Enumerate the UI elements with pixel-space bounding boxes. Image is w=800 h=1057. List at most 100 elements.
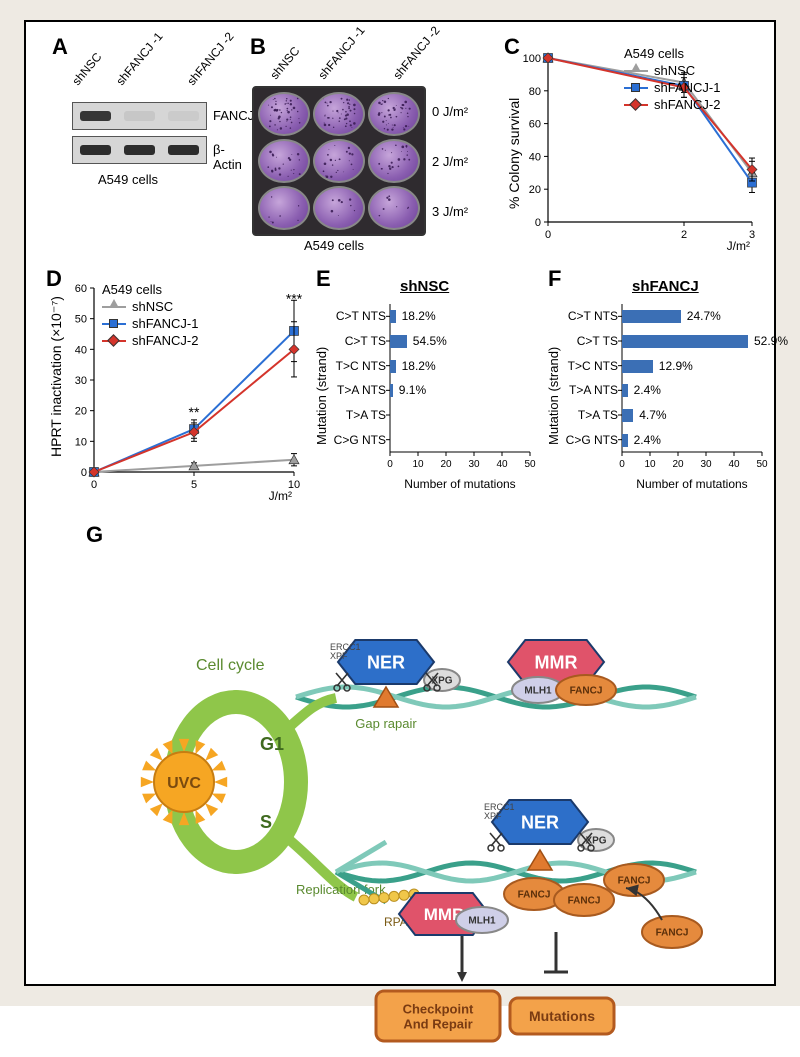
rpa-dot xyxy=(379,893,389,903)
svg-text:5: 5 xyxy=(191,479,197,491)
plate-well xyxy=(368,139,420,183)
svg-text:10: 10 xyxy=(75,436,87,448)
chart-legend: A549 cellsshNSCshFANCJ-1shFANCJ-2 xyxy=(102,282,198,350)
panel-A-lane-labels: shNSC shFANCJ -1 shFANCJ -2 xyxy=(72,32,222,88)
plate-well xyxy=(368,186,420,230)
svg-text:30: 30 xyxy=(75,375,87,387)
mutations-box: Mutations xyxy=(510,998,614,1034)
fancj-top: FANCJ xyxy=(556,675,616,705)
svg-text:FANCJ: FANCJ xyxy=(518,890,551,901)
blot-lane xyxy=(162,103,206,129)
y-axis-label: % Colony survival xyxy=(506,98,522,209)
svg-text:FANCJ: FANCJ xyxy=(568,896,601,907)
rpa-dot xyxy=(389,891,399,901)
panel-E-chart: shNSCMutation (strand)01020304050Number … xyxy=(316,282,536,502)
plate-well xyxy=(313,92,365,136)
dose-label: 0 J/m² xyxy=(432,104,468,119)
blot-band xyxy=(168,111,199,121)
blot-label: β-Actin xyxy=(213,142,242,172)
plate-well xyxy=(258,139,310,183)
blot-band xyxy=(124,145,155,155)
cell-cycle-label: Cell cycle xyxy=(196,657,265,674)
panel-D-chart: 01020304050600510J/m²*****HPRT inactivat… xyxy=(46,282,302,502)
figure-frame: A shNSC shFANCJ -1 shFANCJ -2 FANCJ β-Ac… xyxy=(24,20,776,986)
svg-text:**: ** xyxy=(189,404,200,420)
plate-well xyxy=(368,92,420,136)
dose-label: 3 J/m² xyxy=(432,204,468,219)
svg-text:J/m²: J/m² xyxy=(727,239,750,252)
panel-B-caption: A549 cells xyxy=(304,238,364,253)
plate-well xyxy=(313,186,365,230)
svg-text:80: 80 xyxy=(529,86,541,98)
branch-g1 xyxy=(286,698,336,730)
chart-legend: A549 cellsshNSCshFANCJ-1shFANCJ-2 xyxy=(624,46,720,114)
uvc-sun: UVC xyxy=(141,739,227,825)
svg-text:XPF: XPF xyxy=(330,651,348,661)
panel-A-caption: A549 cells xyxy=(98,172,158,187)
checkpoint-box: CheckpointAnd Repair xyxy=(376,991,500,1041)
svg-text:G1: G1 xyxy=(260,734,284,754)
rpa-dot xyxy=(369,894,379,904)
svg-text:J/m²: J/m² xyxy=(269,489,292,502)
svg-text:40: 40 xyxy=(75,344,87,356)
blot-band xyxy=(168,145,199,155)
panel-C-chart: 020406080100023J/m²% Colony survivalA549… xyxy=(504,52,760,252)
plate-well xyxy=(258,92,310,136)
svg-text:100: 100 xyxy=(523,53,541,65)
dna-lesion xyxy=(528,850,552,870)
panel-B-col-labels: shNSC shFANCJ -1 shFANCJ -2 xyxy=(266,32,446,82)
western-blot-fancj xyxy=(72,102,207,130)
svg-text:S: S xyxy=(260,812,272,832)
blot-band xyxy=(124,111,155,121)
svg-text:MLH1: MLH1 xyxy=(524,686,552,697)
colony-plate-grid xyxy=(252,86,426,236)
page-root: A shNSC shFANCJ -1 shFANCJ -2 FANCJ β-Ac… xyxy=(0,0,800,1006)
rpa-dot xyxy=(359,895,369,905)
plate-well xyxy=(258,186,310,230)
svg-text:UVC: UVC xyxy=(167,775,201,792)
svg-text:Checkpoint: Checkpoint xyxy=(403,1001,474,1016)
blot-lane xyxy=(73,137,117,163)
western-blot-actin xyxy=(72,136,207,164)
svg-text:NER: NER xyxy=(367,652,405,672)
panel-G-diagram: Gap rapair NER ERCC1XPF XPG MMR MLH1 FAN… xyxy=(86,632,726,972)
svg-text:XPF: XPF xyxy=(484,811,502,821)
svg-text:0: 0 xyxy=(91,479,97,491)
blot-lane xyxy=(162,137,206,163)
svg-text:20: 20 xyxy=(529,184,541,196)
panel-label-G: G xyxy=(86,522,103,548)
blot-lane xyxy=(73,103,117,129)
blot-band xyxy=(80,111,111,121)
svg-text:NER: NER xyxy=(521,812,559,832)
svg-text:And Repair: And Repair xyxy=(403,1016,472,1031)
svg-text:0: 0 xyxy=(535,217,541,229)
svg-text:0: 0 xyxy=(81,467,87,479)
svg-text:2: 2 xyxy=(681,229,687,241)
svg-text:***: *** xyxy=(286,290,302,306)
y-axis-label: HPRT inactivation (×10⁻⁷) xyxy=(48,296,65,457)
svg-text:20: 20 xyxy=(75,406,87,418)
lane-label: shNSC xyxy=(69,50,104,88)
svg-text:40: 40 xyxy=(529,151,541,163)
panel-F-chart: shFANCJMutation (strand)01020304050Numbe… xyxy=(548,282,768,502)
blot-lane xyxy=(117,103,161,129)
col-label: shNSC xyxy=(267,44,302,82)
rpa-dot xyxy=(399,890,409,900)
gap-repair-label: Gap rapair xyxy=(355,716,417,731)
blot-lane xyxy=(117,137,161,163)
svg-text:50: 50 xyxy=(75,314,87,326)
svg-text:0: 0 xyxy=(545,229,551,241)
panel-B: shNSC shFANCJ -1 shFANCJ -2 0 J/m² 2 J/m… xyxy=(248,32,488,250)
col-label: shFANCJ -1 xyxy=(316,23,368,82)
fancj-b2: FANCJ xyxy=(554,884,614,916)
dose-label: 2 J/m² xyxy=(432,154,468,169)
col-label: shFANCJ -2 xyxy=(390,23,442,82)
mlh1-bot: MLH1 xyxy=(456,907,508,933)
svg-text:Mutations: Mutations xyxy=(529,1008,595,1024)
svg-text:MMR: MMR xyxy=(535,652,578,672)
fancj-free: FANCJ xyxy=(642,916,702,948)
svg-text:MLH1: MLH1 xyxy=(468,916,496,927)
blot-band xyxy=(80,145,111,155)
lane-label: shFANCJ -2 xyxy=(184,29,236,88)
svg-text:FANCJ: FANCJ xyxy=(656,928,689,939)
